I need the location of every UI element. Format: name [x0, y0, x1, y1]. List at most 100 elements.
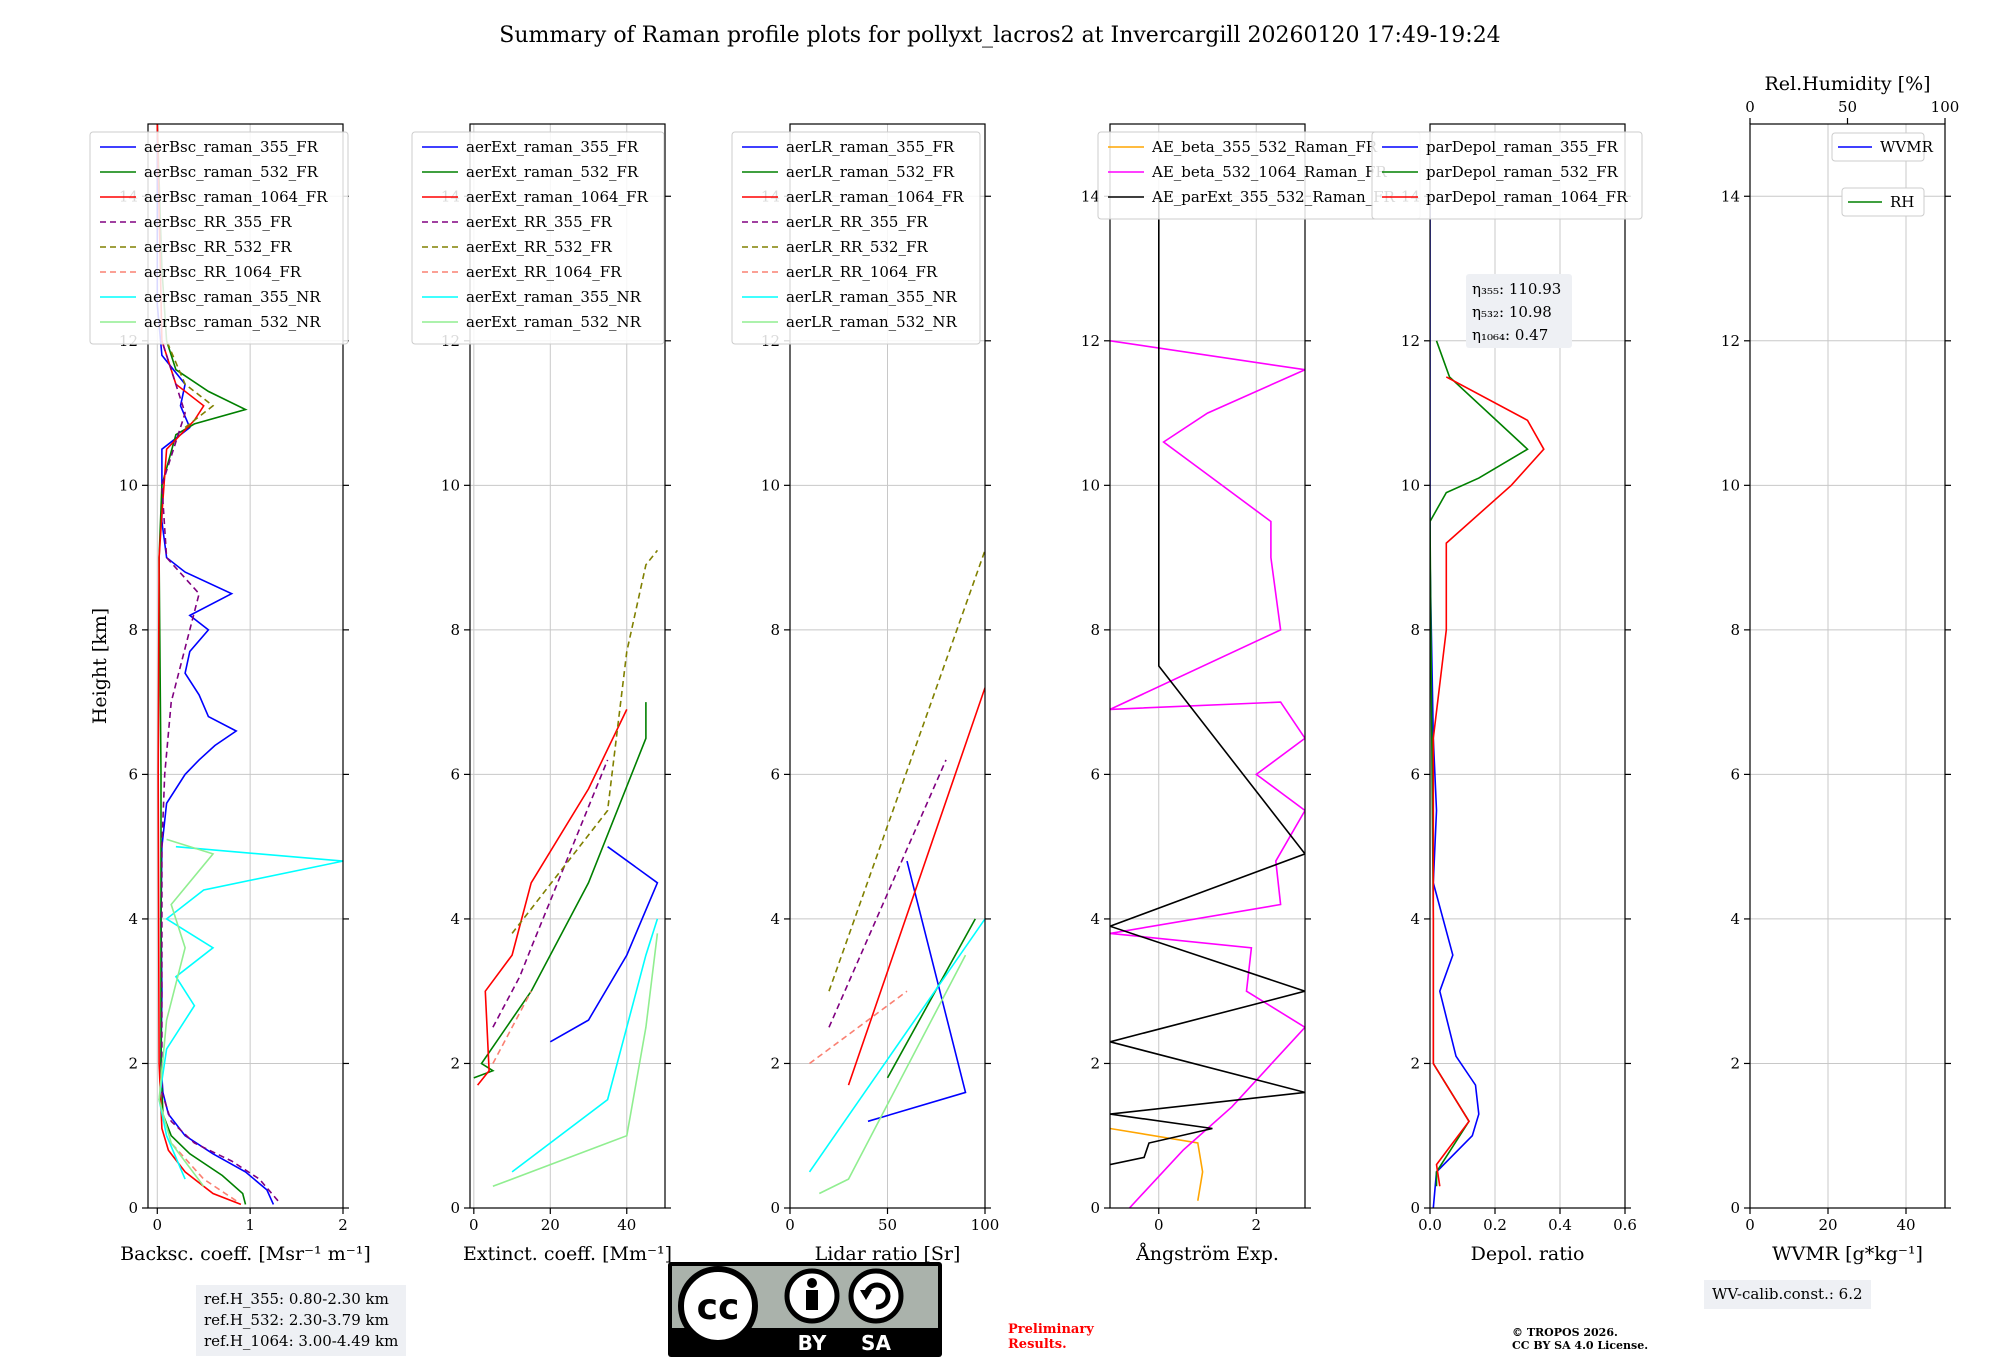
series-line-aerLR_raman_355_FR: [867, 860, 967, 1123]
panel-lidar_ratio: 05010002468101214Lidar ratio [Sr]aerLR_r…: [731, 123, 1000, 1265]
legend-entry: aerExt_raman_532_FR: [466, 163, 639, 181]
legend-entry: aerLR_raman_1064_FR: [786, 188, 964, 206]
legend-entry: aerExt_RR_1064_FR: [466, 263, 622, 281]
x-tick-label: 20: [541, 1216, 560, 1234]
y-tick-label: 4: [1090, 910, 1100, 928]
panel-extinction: 0204002468101214Extinct. coeff. [Mm⁻¹]ae…: [411, 123, 672, 1265]
series-line-aerLR_RR_355_FR: [828, 759, 947, 1028]
series-line-aerExt_raman_1064_FR: [476, 709, 628, 1086]
y-tick-label: 10: [1081, 476, 1100, 494]
y-tick-label: 6: [1090, 765, 1100, 783]
y-tick-label: 0: [1410, 1199, 1420, 1217]
x-axis-label: Ångström Exp.: [1135, 1243, 1279, 1265]
x-axis-label: Extinct. coeff. [Mm⁻¹]: [463, 1243, 672, 1265]
legend-entry: aerBsc_RR_355_FR: [144, 213, 292, 231]
legend-frame: [411, 131, 665, 345]
series-line-parDepol_raman_532_FR: [1430, 340, 1529, 1187]
y-tick-label: 0: [770, 1199, 780, 1217]
y-tick-label: 2: [1730, 1054, 1740, 1072]
legend-entry: aerBsc_raman_355_FR: [144, 138, 319, 156]
series-line-aerLR_raman_532_FR: [886, 918, 977, 1079]
panel-depol: 0.00.20.40.602468101214Depol. ratioparDe…: [1371, 123, 1643, 1265]
x-axis-label: Backsc. coeff. [Msr⁻¹ m⁻¹]: [120, 1243, 371, 1265]
y-tick-label: 2: [128, 1054, 138, 1072]
share-alike-arrow-head: [860, 1290, 872, 1300]
x-tick-label: 50: [878, 1216, 897, 1234]
x-axis-label: Lidar ratio [Sr]: [815, 1243, 961, 1265]
legend-entry: parDepol_raman_532_FR: [1426, 163, 1619, 181]
legend: aerLR_raman_355_FR aerLR_raman_532_FR aerL…: [731, 131, 981, 345]
legend-entry: aerBsc_RR_1064_FR: [144, 263, 302, 281]
x-tick-label: 1: [245, 1216, 255, 1234]
y-tick-label: 4: [450, 910, 460, 928]
plot-frame: [469, 123, 666, 1209]
panel-angstrom: 0 2 0 2 4 6 8 10 12 14 Ångström Exp. AE_beta_355_53…: [1081, 123, 1421, 1265]
series-line-AE_beta_355_532_Raman_FR: [1110, 1127, 1204, 1201]
y-tick-label: 6: [770, 765, 780, 783]
series-line-parDepol_raman_1064_FR: [1432, 376, 1545, 1187]
y-tick-label: 4: [1730, 910, 1740, 928]
series-line-aerBsc_RR_355_FR: [161, 340, 279, 1202]
copyright-note: © TROPOS 2026. CC BY SA 4.0 License.: [1512, 1326, 1648, 1352]
wv-calibration-box: WV-calib.const.: 6.2: [1704, 1280, 1871, 1309]
legend-entry: aerBsc_raman_532_FR: [144, 163, 319, 181]
y-tick-label: 2: [450, 1054, 460, 1072]
y-tick-label: 14: [1721, 187, 1740, 205]
x-tick-label: 100: [971, 1216, 1000, 1234]
legend-entry: aerLR_raman_532_NR: [786, 313, 957, 331]
y-tick-label: 10: [1721, 476, 1740, 494]
series-line-aerExt_RR_532_FR: [511, 549, 659, 934]
annotation-frame: [1466, 274, 1572, 348]
legend-entry: aerExt_RR_355_FR: [466, 213, 613, 231]
reference-height-box: ref.H_355: 0.80-2.30 km ref.H_532: 2.30-…: [196, 1285, 407, 1356]
plot-frame: [147, 123, 344, 1209]
share-alike-icon: [848, 1268, 904, 1324]
x-axis-label: Depol. ratio: [1471, 1243, 1585, 1265]
cc-icon-text: cc: [697, 1287, 740, 1328]
copyright-line-2: CC BY SA 4.0 License.: [1512, 1339, 1649, 1352]
legend-entry: aerBsc_raman_1064_FR: [144, 188, 328, 206]
legend: aerBsc_raman_355_FR aerBsc_raman_532_FRae…: [89, 131, 349, 345]
legend-frame: [89, 131, 349, 345]
legend-entry: aerExt_raman_532_NR: [466, 313, 642, 331]
y-tick-label: 8: [128, 621, 138, 639]
attribution-head: [807, 1278, 817, 1288]
eta-annotation: η₃₅₅: 110.93 η₅₃₂: 10.98 η₁₀₆₄: 0.47: [1466, 274, 1572, 348]
top-tick-label: 0: [1745, 98, 1755, 116]
series-line-aerExt_RR_1064_FR: [492, 990, 532, 1064]
x-tick-label: 0: [1154, 1216, 1164, 1234]
legend-entry: aerBsc_raman_355_NR: [144, 288, 321, 306]
series-line-aerExt_RR_355_FR: [492, 759, 609, 1028]
legend-entry: aerExt_raman_1064_FR: [466, 188, 648, 206]
series-line-aerBsc_raman_532_FR: [156, 124, 248, 1205]
legend-entry: AE_beta_355_532_Raman_FR: [1151, 138, 1378, 156]
y-tick-label: 8: [450, 621, 460, 639]
y-tick-label: 0: [450, 1199, 460, 1217]
legend-entry: aerLR_raman_355_NR: [786, 288, 957, 306]
x-tick-label: 0.6: [1613, 1216, 1637, 1234]
annotation-line: η₁₀₆₄: 0.47: [1472, 326, 1548, 344]
series-line-AE_parExt_355_532_Raman_FR: [1110, 196, 1305, 1166]
top-tick-label: 50: [1838, 98, 1857, 116]
y-tick-label: 0: [1090, 1199, 1100, 1217]
series-line-aerLR_RR_1064_FR: [809, 990, 908, 1065]
preliminary-line-1: Preliminary: [1008, 1322, 1094, 1337]
legend-entry: aerExt_raman_355_NR: [466, 288, 642, 306]
legend: WVMR RH: [1831, 132, 1934, 217]
legend-entry: AE_parExt_355_532_Raman_FR: [1151, 188, 1396, 206]
y-tick-label: 8: [1090, 621, 1100, 639]
x-tick-label: 40: [1896, 1216, 1915, 1234]
plot-frame: [1429, 123, 1626, 1209]
top-tick-label: 100: [1931, 98, 1960, 116]
legend-entry: AE_beta_532_1064_Raman_FR: [1151, 163, 1387, 181]
legend-entry: aerLR_raman_355_FR: [786, 138, 955, 156]
y-tick-label: 4: [1410, 910, 1420, 928]
wv-calibration-text: WV-calib.const.: 6.2: [1712, 1285, 1863, 1303]
series-line-aerExt_raman_355_NR: [511, 918, 659, 1173]
attribution-body: [806, 1290, 818, 1310]
license-by-label: BY: [798, 1331, 827, 1355]
x-tick-label: 0: [1745, 1216, 1755, 1234]
series-line-aerLR_raman_355_NR: [808, 918, 985, 1173]
x-tick-label: 0: [785, 1216, 795, 1234]
